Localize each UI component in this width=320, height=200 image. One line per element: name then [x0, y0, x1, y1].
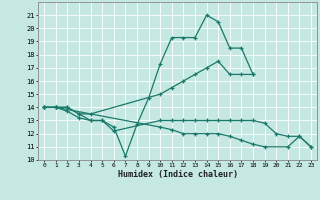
X-axis label: Humidex (Indice chaleur): Humidex (Indice chaleur): [118, 170, 238, 179]
